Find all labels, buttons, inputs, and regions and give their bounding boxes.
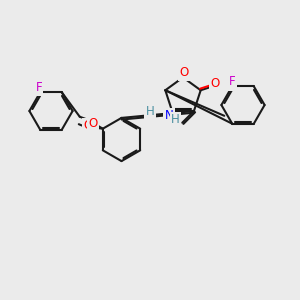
Text: F: F: [227, 77, 234, 90]
Text: O: O: [88, 117, 98, 130]
Text: F: F: [35, 81, 42, 94]
Text: O: O: [84, 119, 93, 132]
Text: F: F: [229, 75, 236, 88]
Text: O: O: [210, 76, 220, 90]
Text: O: O: [180, 66, 189, 80]
Text: H: H: [146, 105, 154, 118]
Text: H: H: [171, 113, 180, 126]
Text: N: N: [165, 109, 173, 122]
